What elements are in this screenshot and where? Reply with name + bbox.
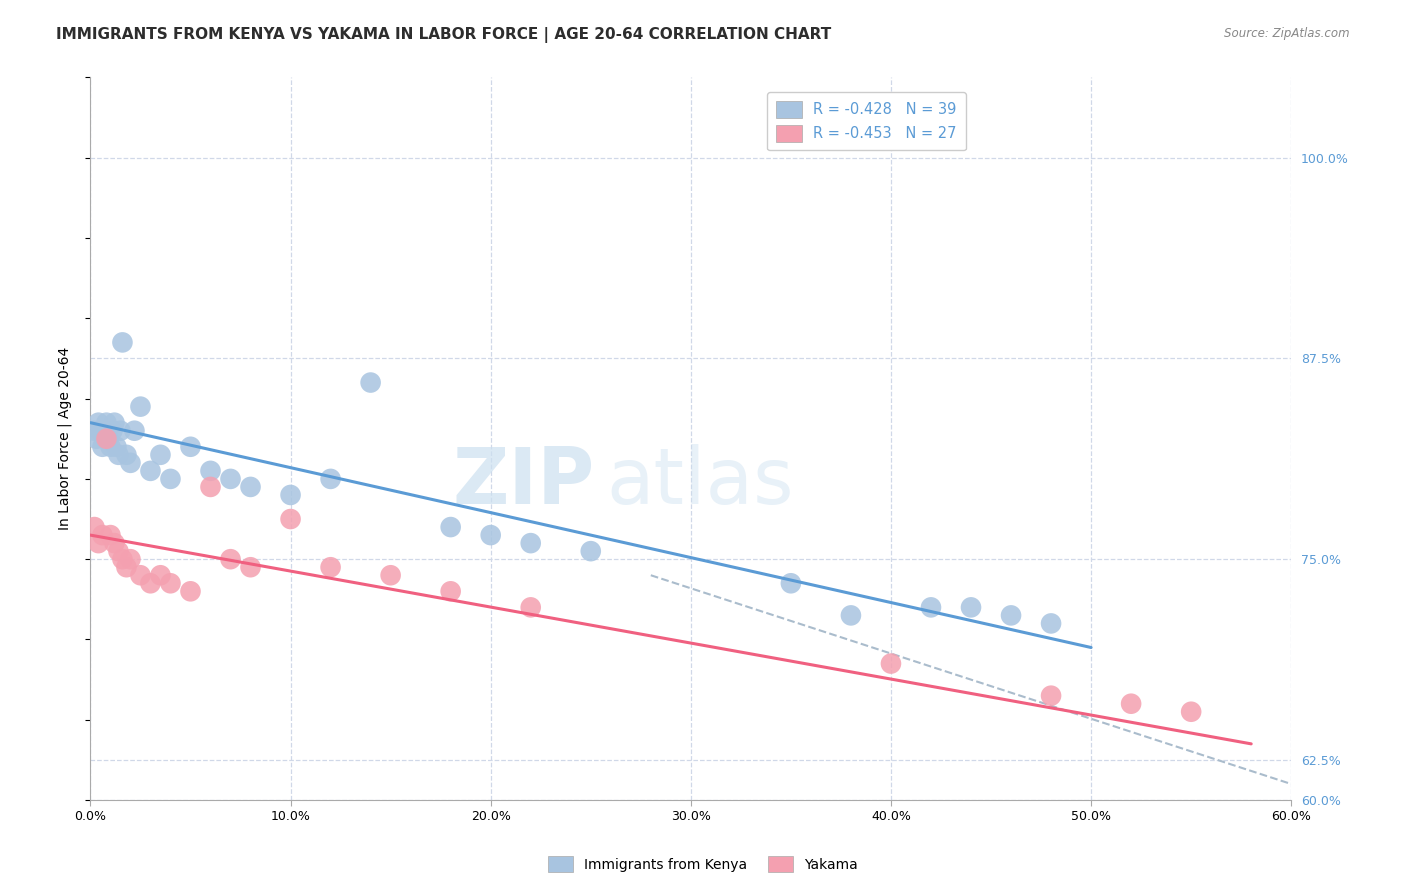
Point [115,448,138,462]
Point [111,335,134,350]
Point [103,536,125,550]
Point [200,480,222,494]
Point [1040,689,1063,703]
Point [120,552,142,566]
Y-axis label: In Labor Force | Age 20-64: In Labor Force | Age 20-64 [58,347,72,531]
Point [239,560,262,574]
Point [440,520,463,534]
Point [360,376,382,390]
Point [579,544,602,558]
Point [179,440,201,454]
Point [107,544,129,558]
Point [111,552,134,566]
Point [159,472,181,486]
Point [219,472,242,486]
Point [96,416,118,430]
Point [100,528,122,542]
Point [179,584,201,599]
Legend: R = -0.428   N = 39, R = -0.453   N = 27: R = -0.428 N = 39, R = -0.453 N = 27 [766,92,966,151]
Point [280,488,302,502]
Point [91,440,114,454]
Point [87,416,110,430]
Point [920,600,942,615]
Point [880,657,903,671]
Point [110,424,132,438]
Point [129,400,152,414]
Point [86,432,108,446]
Point [1180,705,1202,719]
Point [280,512,302,526]
Point [100,440,122,454]
Point [839,608,862,623]
Point [129,568,152,582]
Point [115,560,138,574]
Point [440,584,463,599]
Point [103,416,125,430]
Text: atlas: atlas [607,444,794,520]
Point [1040,616,1063,631]
Point [200,464,222,478]
Legend: Immigrants from Kenya, Yakama: Immigrants from Kenya, Yakama [543,851,863,878]
Text: Source: ZipAtlas.com: Source: ZipAtlas.com [1225,27,1350,40]
Point [1000,608,1022,623]
Point [319,472,342,486]
Point [105,440,128,454]
Point [124,424,146,438]
Point [97,432,120,446]
Point [83,424,105,438]
Point [519,536,541,550]
Point [219,552,242,566]
Point [780,576,803,591]
Point [239,480,262,494]
Point [120,456,142,470]
Point [1119,697,1142,711]
Point [149,448,172,462]
Text: IMMIGRANTS FROM KENYA VS YAKAMA IN LABOR FORCE | AGE 20-64 CORRELATION CHART: IMMIGRANTS FROM KENYA VS YAKAMA IN LABOR… [56,27,831,43]
Point [960,600,983,615]
Point [83,520,105,534]
Point [159,576,181,591]
Point [519,600,541,615]
Point [101,424,124,438]
Point [139,464,162,478]
Point [107,448,129,462]
Text: ZIP: ZIP [453,444,595,520]
Point [93,424,115,438]
Point [87,536,110,550]
Point [319,560,342,574]
Point [89,424,111,438]
Point [149,568,172,582]
Point [91,528,114,542]
Point [96,432,118,446]
Point [479,528,502,542]
Point [380,568,402,582]
Point [139,576,162,591]
